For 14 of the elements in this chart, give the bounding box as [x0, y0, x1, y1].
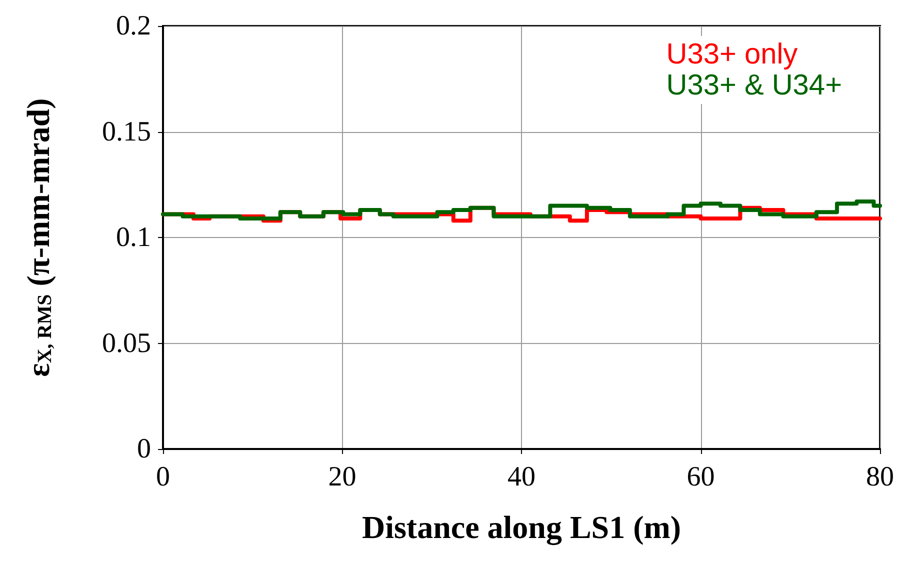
- y-tick-label: 0.1: [116, 222, 151, 253]
- y-tick-label: 0.15: [102, 116, 151, 148]
- x-tick-label: 60: [686, 462, 715, 492]
- x-tick-label: 40: [508, 462, 536, 492]
- y-tick-label: 0: [137, 434, 151, 464]
- x-axis-title: Distance along LS1 (m): [362, 509, 682, 546]
- y-axis-title: εX, RMS (π-mm-mrad): [20, 98, 56, 377]
- x-tick-label: 0: [156, 462, 170, 492]
- x-tick-label: 20: [328, 462, 356, 492]
- x-tick-label: 80: [866, 462, 894, 492]
- y-tick-label: 0.05: [102, 328, 151, 359]
- text: U33+ only: [666, 38, 798, 70]
- y-tick-label: 0.2: [116, 10, 151, 42]
- text: U33+ & U34+: [666, 70, 842, 102]
